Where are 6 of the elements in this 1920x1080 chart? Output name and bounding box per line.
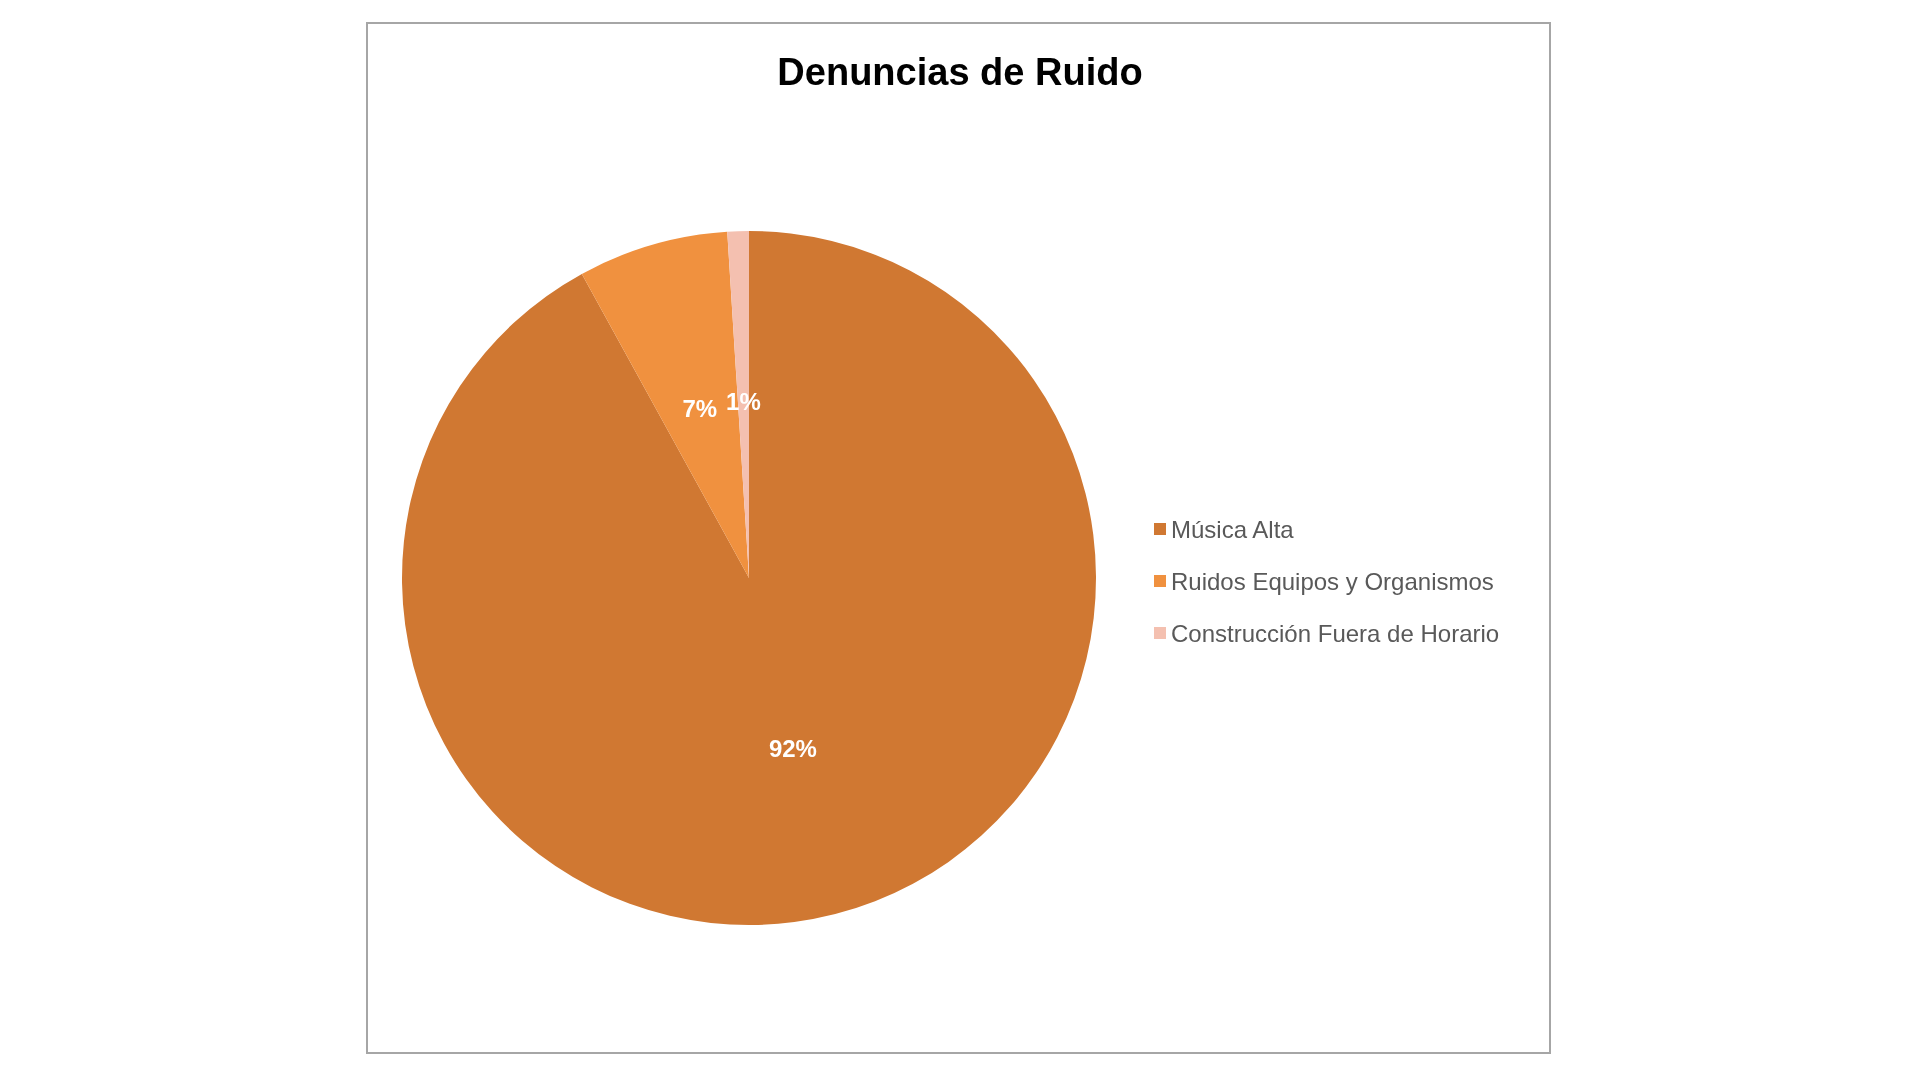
legend-label: Ruidos Equipos y Organismos: [1171, 567, 1494, 595]
legend-label: Construcción Fuera de Horario: [1171, 619, 1500, 647]
chart-title: Denuncias de Ruido: [777, 51, 1143, 93]
data-label: 92%: [768, 735, 817, 763]
legend-label: Música Alta: [1171, 515, 1295, 543]
data-label: 7%: [682, 395, 718, 423]
